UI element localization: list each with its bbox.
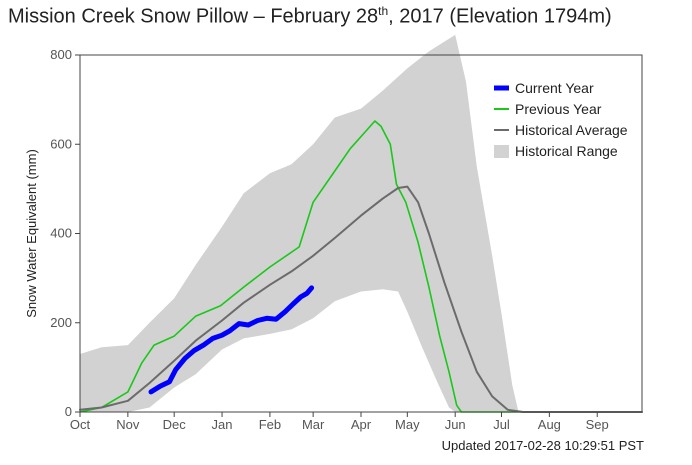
historical-range-layer: [80, 34, 642, 413]
x-tick-label: Jun: [445, 417, 466, 432]
legend-label-average: Historical Average: [515, 122, 628, 138]
historical-range-area: [80, 34, 642, 413]
x-tick-label: Feb: [259, 417, 281, 432]
average-year-line: [79, 185, 643, 413]
y-tick-label: 800: [50, 47, 72, 62]
x-tick-label: Aug: [538, 417, 561, 432]
y-tick-label: 0: [65, 404, 72, 419]
previous-year-line: [79, 120, 643, 413]
x-tick-label: May: [395, 417, 420, 432]
x-tick-label: Sep: [586, 417, 609, 432]
x-tick-label: Jan: [212, 417, 233, 432]
y-axis-label: Snow Water Equivalent (mm): [24, 149, 39, 318]
series-lines-layer: [79, 120, 643, 413]
y-tick-label: 200: [50, 315, 72, 330]
title-rest: , 2017 (Elevation 1794m): [388, 5, 612, 28]
current-year-line: [148, 285, 315, 395]
legend-label-range: Historical Range: [515, 143, 618, 159]
legend: Current Year Previous Year Historical Aver…: [494, 80, 628, 159]
title-main: Mission Creek Snow Pillow – February 28: [8, 5, 379, 28]
x-tick-label: Jul: [493, 417, 510, 432]
y-tick-label: 400: [50, 226, 72, 241]
axes-layer: 0 200 400 600 800 Oct Nov Dec Jan Feb Mar Apr May Jun…: [50, 47, 608, 432]
x-tick-label: Mar: [302, 417, 325, 432]
chart-title: Mission Creek Snow Pillow – February 28t…: [8, 4, 612, 29]
legend-label-current: Current Year: [515, 80, 594, 96]
y-tick-label: 600: [50, 136, 72, 151]
legend-label-previous: Previous Year: [515, 101, 602, 117]
x-tick-label: Oct: [70, 417, 91, 432]
x-tick-label: Nov: [116, 417, 140, 432]
updated-timestamp: Updated 2017-02-28 10:29:51 PST: [441, 438, 644, 453]
legend-swatch-range: [494, 145, 509, 158]
x-tick-label: Apr: [351, 417, 372, 432]
x-tick-label: Dec: [163, 417, 187, 432]
title-superscript: th: [378, 4, 389, 18]
